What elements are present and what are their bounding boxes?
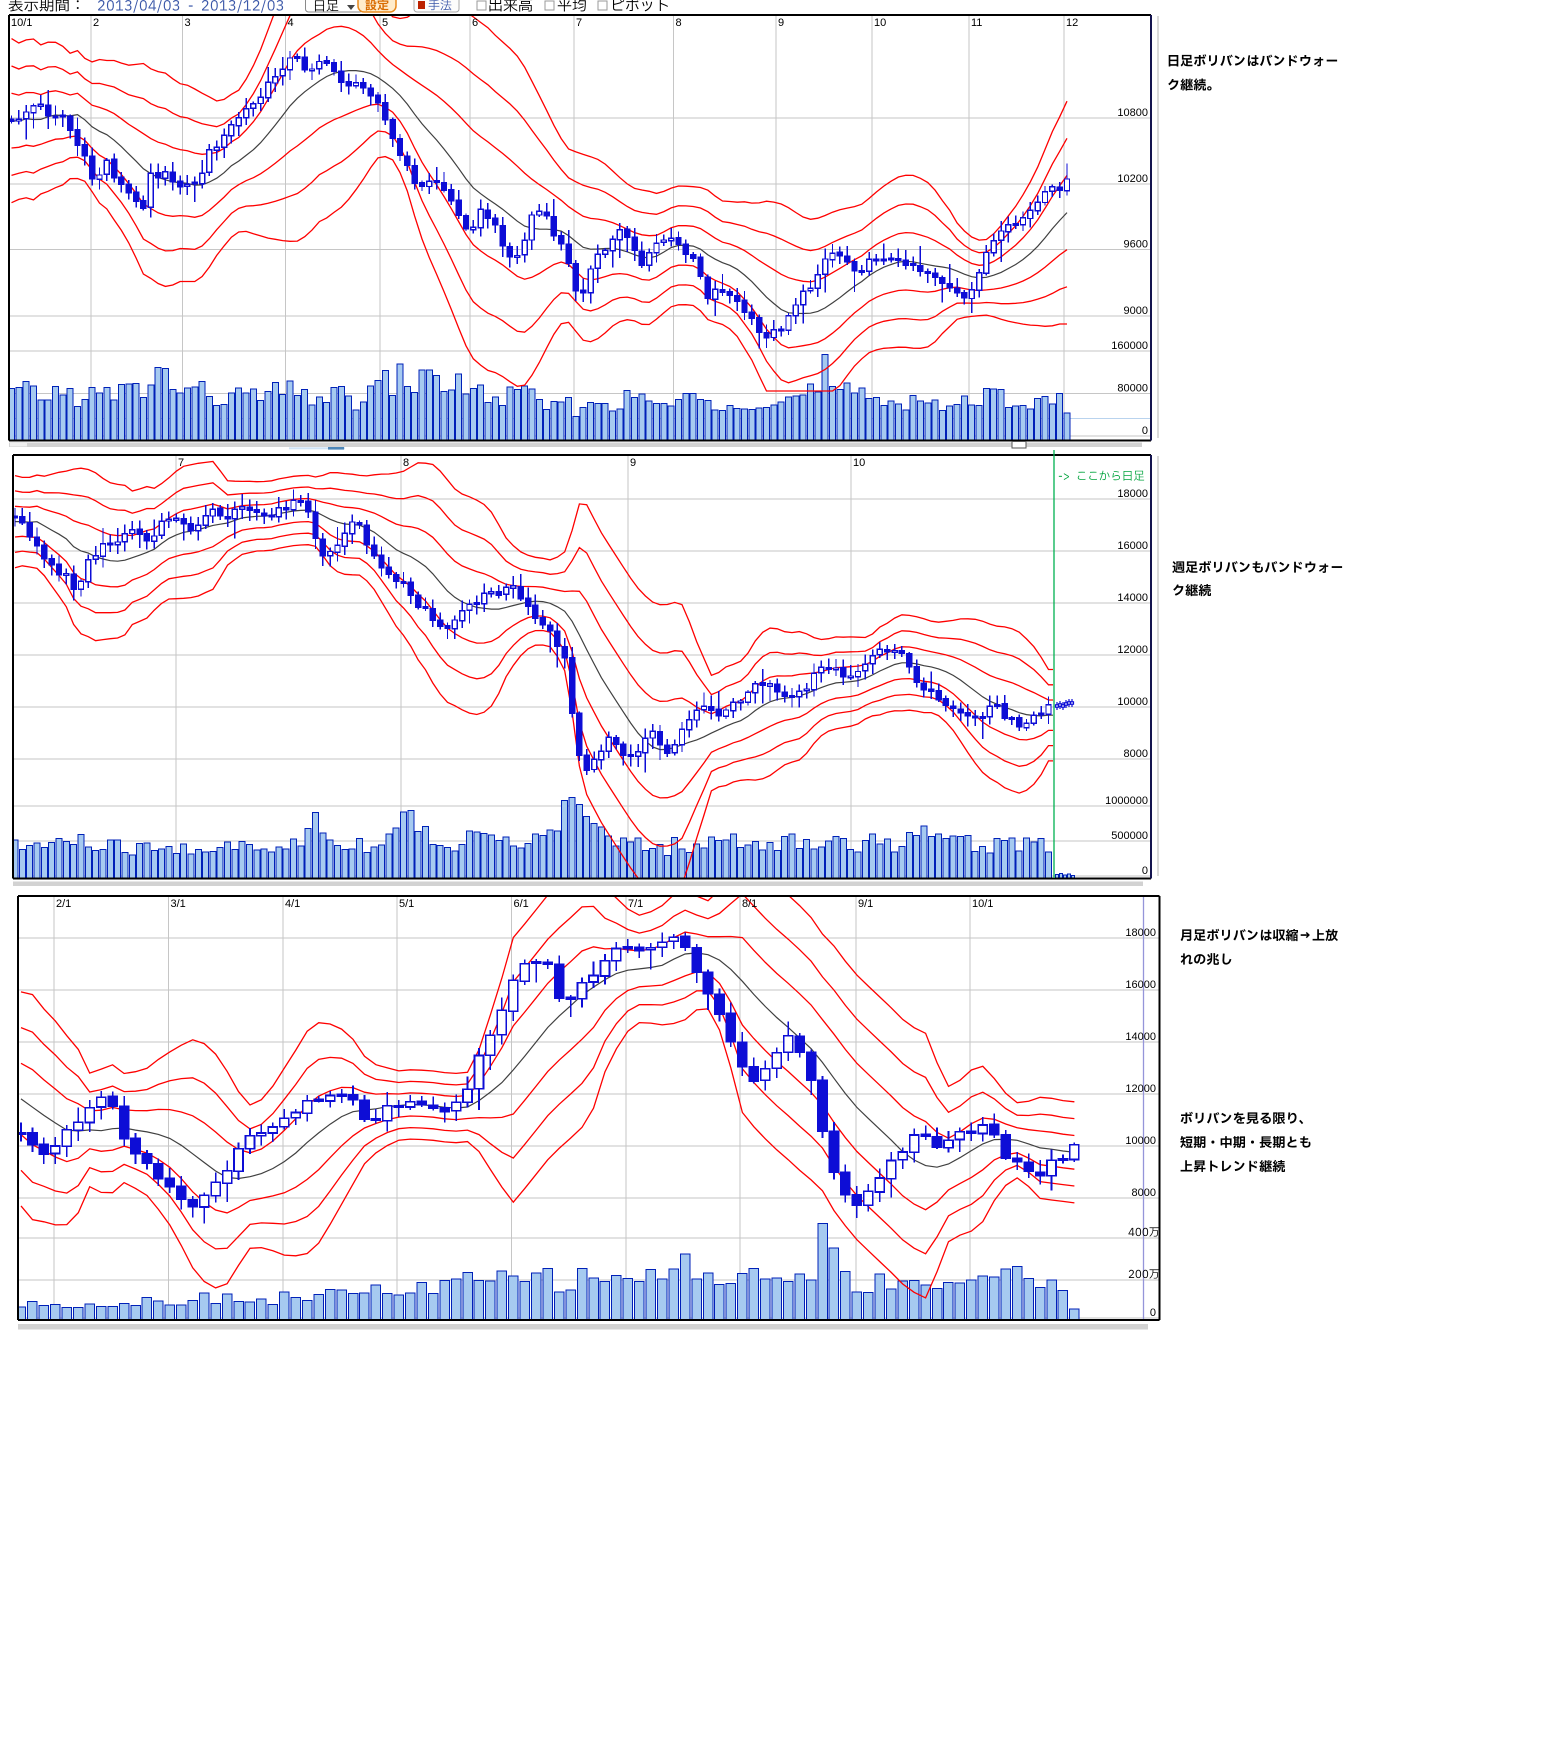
svg-text:10/1: 10/1	[972, 898, 993, 910]
svg-text:3/1: 3/1	[171, 898, 186, 910]
svg-text:0: 0	[1142, 865, 1148, 877]
svg-text:8/1: 8/1	[742, 898, 757, 910]
svg-text:7/1: 7/1	[628, 898, 643, 910]
svg-text:9600: 9600	[1124, 239, 1148, 251]
svg-text:9000: 9000	[1124, 305, 1148, 317]
svg-text:12000: 12000	[1125, 1083, 1156, 1095]
svg-text:10: 10	[874, 17, 886, 29]
svg-text:11: 11	[971, 17, 982, 29]
svg-text:1000000: 1000000	[1105, 795, 1148, 807]
svg-text:7: 7	[576, 17, 582, 29]
svg-text:10000: 10000	[1117, 696, 1148, 708]
svg-text:2: 2	[93, 17, 99, 29]
svg-text:9/1: 9/1	[858, 898, 873, 910]
svg-text:10/1: 10/1	[11, 17, 32, 29]
svg-text:18000: 18000	[1125, 927, 1156, 939]
svg-text:9: 9	[630, 457, 636, 469]
svg-text:10000: 10000	[1125, 1135, 1156, 1147]
svg-text:500000: 500000	[1111, 830, 1148, 842]
svg-text:80000: 80000	[1117, 383, 1148, 395]
svg-text:18000: 18000	[1117, 488, 1148, 500]
svg-text:14000: 14000	[1117, 592, 1148, 604]
svg-text:12000: 12000	[1117, 644, 1148, 656]
svg-text:4/1: 4/1	[285, 898, 300, 910]
svg-text:8: 8	[676, 17, 682, 29]
svg-text:8: 8	[403, 457, 409, 469]
svg-text:5: 5	[382, 17, 388, 29]
svg-text:2/1: 2/1	[56, 898, 71, 910]
svg-text:0: 0	[1150, 1307, 1156, 1319]
svg-text:10200: 10200	[1117, 173, 1148, 185]
svg-text:8000: 8000	[1124, 748, 1148, 760]
svg-text:12: 12	[1066, 17, 1078, 29]
svg-text:9: 9	[778, 17, 784, 29]
svg-text:14000: 14000	[1125, 1031, 1156, 1043]
svg-text:6: 6	[472, 17, 478, 29]
svg-text:5/1: 5/1	[399, 898, 414, 910]
svg-text:8000: 8000	[1132, 1187, 1156, 1199]
svg-text:10: 10	[853, 457, 865, 469]
svg-text:0: 0	[1142, 425, 1148, 437]
svg-text:16000: 16000	[1117, 540, 1148, 552]
svg-text:4: 4	[288, 17, 294, 29]
svg-text:10800: 10800	[1117, 107, 1148, 119]
svg-text:3: 3	[185, 17, 191, 29]
svg-text:16000: 16000	[1125, 979, 1156, 991]
svg-text:7: 7	[178, 457, 184, 469]
svg-text:160000: 160000	[1111, 340, 1148, 352]
svg-text:6/1: 6/1	[514, 898, 529, 910]
